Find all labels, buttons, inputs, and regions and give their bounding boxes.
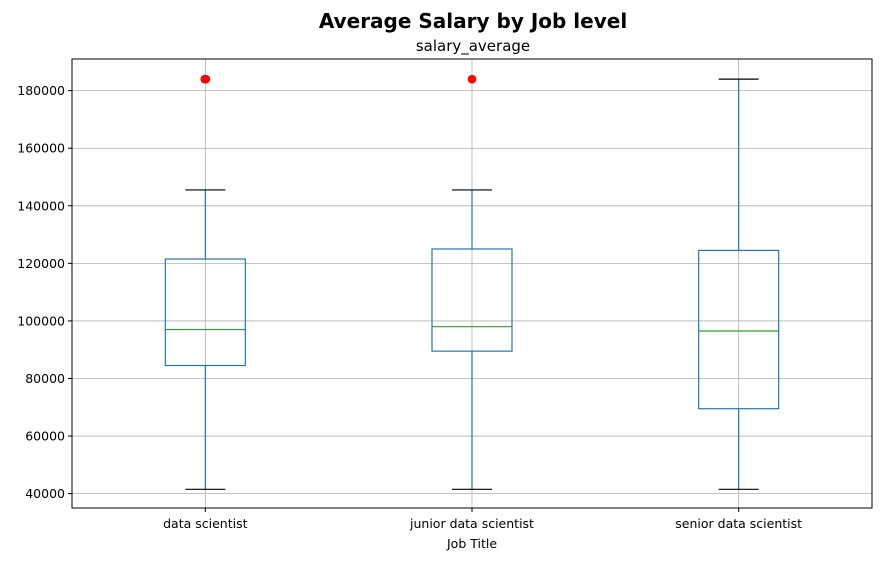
x-tick-label: data scientist xyxy=(163,516,247,531)
x-tick-label: junior data scientist xyxy=(409,516,534,531)
y-tick-label: 100000 xyxy=(17,313,65,328)
y-tick-label: 40000 xyxy=(25,486,65,501)
chart-title: Average Salary by Job level xyxy=(319,9,627,33)
outlier-point xyxy=(468,75,477,84)
y-tick-label: 160000 xyxy=(17,141,65,156)
x-tick-label: senior data scientist xyxy=(675,516,802,531)
y-axis: 40000 60000 80000 100000 120000 140000 160000 1… xyxy=(17,83,72,501)
x-axis-label: Job Title xyxy=(446,536,497,551)
x-axis: data scientist junior data scientist senio… xyxy=(163,508,802,531)
y-tick-label: 180000 xyxy=(17,83,65,98)
y-tick-label: 80000 xyxy=(25,371,65,386)
outlier-point xyxy=(202,75,211,84)
chart-subtitle: salary_average xyxy=(416,37,530,56)
y-tick-label: 60000 xyxy=(25,429,65,444)
y-tick-label: 140000 xyxy=(17,198,65,213)
y-tick-label: 120000 xyxy=(17,256,65,271)
